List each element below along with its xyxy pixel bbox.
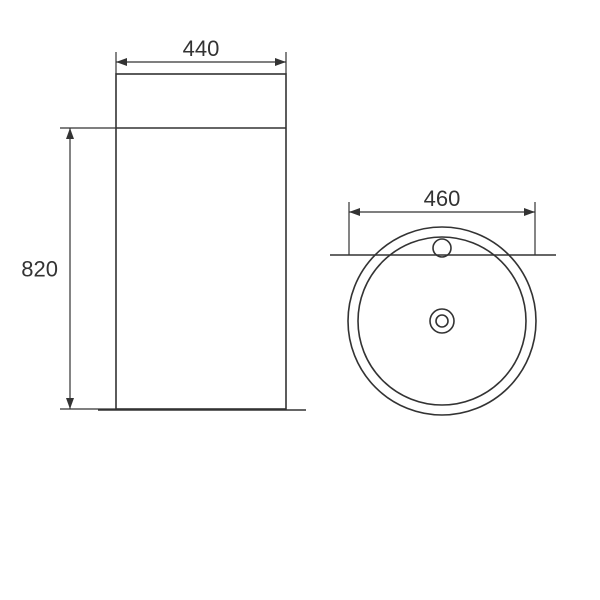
drain-outer: [430, 309, 454, 333]
drain-inner: [436, 315, 448, 327]
dim-label-460: 460: [424, 186, 461, 211]
dim-label-440: 440: [183, 36, 220, 61]
front-view-body: [116, 74, 286, 409]
dim-label-820: 820: [21, 257, 58, 282]
top-view-bowl: [358, 237, 526, 405]
technical-drawing: 440 820 460: [0, 0, 600, 600]
